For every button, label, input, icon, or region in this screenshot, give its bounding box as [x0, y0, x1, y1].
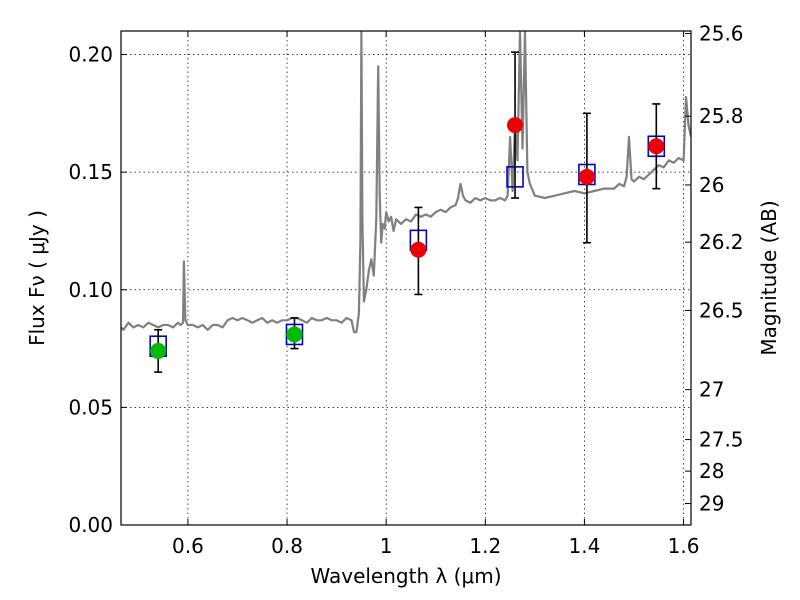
ticks: 0.6 0.8 1 1.2 1.4 1.6 0.00 0.05 0.10 0.15 0.20 25.6… [68, 21, 743, 558]
x-tick-label: 1.2 [469, 534, 501, 558]
mag-tick-label: 26 [699, 173, 724, 197]
y2-axis-label: Magnitude (AB) [757, 200, 781, 355]
observed-point [150, 342, 167, 359]
mag-tick-label: 26.5 [699, 298, 744, 322]
data-layer [121, 31, 691, 373]
y-tick-label: 0.10 [68, 278, 113, 302]
plot-frame [120, 30, 692, 526]
x-tick-label: 1.6 [668, 534, 700, 558]
x-tick-label: 1 [380, 534, 393, 558]
y-tick-label: 0.00 [68, 513, 113, 537]
mag-tick-label: 27.5 [699, 428, 744, 452]
observed-point [578, 168, 595, 185]
mag-tick-label: 25.6 [699, 21, 744, 45]
gridlines [121, 31, 691, 525]
y-tick-label: 0.20 [68, 43, 113, 67]
mag-tick-label: 27 [699, 378, 724, 402]
mag-tick-label: 26.2 [699, 230, 744, 254]
observed-point [410, 241, 427, 258]
y-tick-label: 0.05 [68, 395, 113, 419]
x-tick-label: 0.8 [271, 534, 303, 558]
sed-line [121, 31, 691, 334]
mag-tick-label: 28 [699, 459, 724, 483]
observed-point [648, 138, 665, 155]
x-axis-label: Wavelength λ (μm) [310, 564, 501, 588]
x-tick-label: 0.6 [172, 534, 204, 558]
y-tick-label: 0.15 [68, 160, 113, 184]
observed-point [286, 326, 303, 343]
y-axis-label: Flux Fν ( μJy ) [25, 210, 49, 346]
x-tick-label: 1.4 [569, 534, 601, 558]
mag-tick-label: 29 [699, 492, 724, 516]
observed-point [507, 117, 524, 134]
mag-tick-label: 25.8 [699, 104, 744, 128]
